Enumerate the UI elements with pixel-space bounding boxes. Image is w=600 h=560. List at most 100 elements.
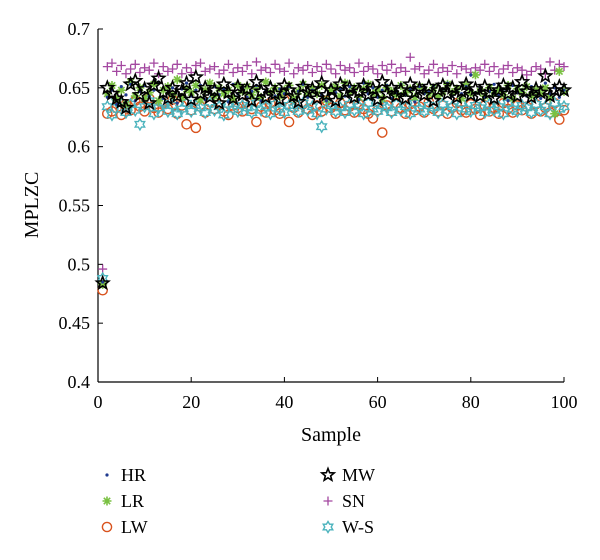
data-point (405, 52, 415, 62)
data-point (470, 70, 480, 80)
data-point (275, 64, 285, 74)
data-point (410, 92, 420, 102)
series-mw (94, 67, 573, 291)
data-point (279, 66, 289, 76)
y-axis-ticks: 0.4 0.45 0.5 0.55 0.6 0.65 0.7 (59, 19, 103, 392)
data-point (441, 103, 454, 118)
data-point (348, 103, 361, 118)
data-point (163, 66, 173, 76)
data-point (534, 103, 547, 118)
data-point (219, 65, 229, 75)
data-point (224, 89, 242, 106)
data-point (321, 59, 331, 69)
data-point (539, 96, 543, 101)
data-point (161, 104, 174, 119)
data-point (331, 69, 341, 79)
data-point (531, 62, 541, 72)
data-point (480, 59, 490, 69)
data-point (335, 91, 345, 101)
data-point (293, 63, 303, 73)
y-tick-label: 0.6 (68, 137, 91, 157)
data-point (415, 86, 433, 102)
data-point (130, 91, 140, 101)
data-point (270, 59, 280, 69)
data-point (438, 63, 448, 73)
data-point (334, 100, 347, 115)
data-point (499, 85, 517, 101)
data-point (164, 79, 181, 95)
data-point (154, 96, 164, 106)
data-point (247, 69, 257, 79)
data-point (434, 76, 452, 93)
x-tick-label: 20 (182, 392, 200, 412)
data-point (410, 64, 420, 74)
data-point (303, 60, 313, 70)
data-point (200, 66, 210, 76)
legend-marker (322, 520, 334, 534)
data-point (107, 58, 117, 68)
data-point (233, 80, 243, 90)
legend-item: LW (101, 517, 148, 537)
data-point (377, 60, 387, 70)
data-point (474, 100, 487, 115)
data-point (419, 69, 429, 79)
data-point (326, 64, 336, 74)
data-point (340, 65, 350, 75)
data-point (517, 88, 527, 98)
data-point (439, 85, 456, 101)
data-point (341, 79, 358, 95)
data-point (315, 119, 328, 134)
data-point (540, 83, 550, 93)
data-point (150, 69, 167, 86)
data-point (443, 79, 461, 95)
data-point (418, 104, 431, 119)
data-point (554, 66, 564, 76)
legend-marker (102, 496, 112, 506)
legend-marker (101, 521, 113, 533)
data-point (261, 77, 271, 87)
data-point (308, 89, 326, 106)
data-point (131, 86, 149, 102)
data-point (526, 66, 536, 76)
legend-marker (323, 496, 333, 506)
y-tick-label: 0.4 (68, 372, 91, 392)
data-point (231, 104, 244, 119)
data-point (184, 81, 189, 85)
data-point (322, 81, 340, 98)
data-point (541, 87, 559, 104)
data-point (553, 102, 566, 116)
data-point (469, 73, 473, 77)
data-point (506, 99, 510, 103)
data-point (119, 85, 123, 89)
data-point (101, 280, 105, 284)
data-point (397, 89, 414, 106)
data-point (373, 69, 383, 79)
data-point (415, 62, 425, 72)
data-point (371, 104, 384, 119)
legend-label: LR (121, 491, 144, 511)
data-point (484, 66, 494, 76)
data-point (373, 85, 383, 95)
data-point (173, 82, 191, 99)
data-point (178, 74, 195, 91)
data-point (363, 62, 373, 72)
data-point (494, 69, 504, 79)
data-point (383, 79, 400, 95)
data-point (555, 81, 573, 98)
data-point (526, 91, 536, 101)
legend-item: W-S (322, 517, 374, 537)
data-point (362, 96, 375, 111)
data-point (532, 83, 549, 100)
data-point (187, 68, 205, 85)
data-point (185, 104, 198, 119)
data-point (513, 73, 531, 89)
data-point (456, 62, 466, 72)
data-point (376, 127, 388, 138)
data-point (420, 77, 438, 94)
data-point (378, 85, 396, 101)
data-point (536, 89, 546, 99)
data-point (138, 99, 151, 114)
data-point (116, 85, 126, 95)
data-point (359, 86, 377, 102)
